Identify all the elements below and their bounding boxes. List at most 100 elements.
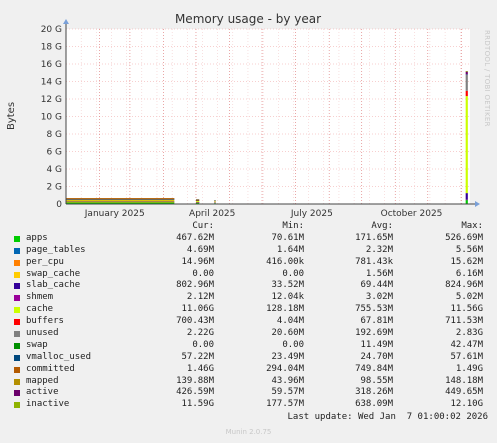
legend-min-value: 0.00 — [282, 339, 304, 350]
y-axis-label: Bytes — [6, 102, 17, 130]
legend-cur-value: 802.96M — [176, 280, 214, 291]
y-tick-label: 12 G — [41, 95, 62, 105]
y-axis-arrow — [63, 19, 69, 24]
legend-swatch — [14, 402, 20, 409]
legend-cur-value: 1.46G — [186, 363, 214, 374]
y-tick-label: 6 G — [46, 148, 62, 158]
y-tick-label: 14 G — [41, 78, 62, 88]
legend-cur-value: 0.00 — [192, 268, 214, 279]
legend-series-name: buffers — [26, 316, 64, 327]
y-tick-label: 20 G — [41, 25, 62, 35]
area-apps — [195, 202, 200, 204]
legend-cur-value: 467.62M — [176, 232, 214, 243]
legend-swatch — [14, 271, 20, 278]
legend-min-value: 12.04k — [271, 292, 304, 303]
legend-series-name: swap — [26, 339, 48, 350]
legend-max-value: 1.49G — [455, 363, 483, 374]
legend-swatch — [14, 342, 20, 349]
legend-max-value: 824.96M — [445, 280, 483, 291]
legend-series-name: cache — [26, 304, 54, 315]
legend-cur-value: 4.69M — [186, 244, 214, 255]
y-ticks: 0 2 G 4 G 6 G 8 G 10 G 12 G 14 G 16 G 18 G 20 G — [41, 25, 63, 210]
legend-swatch — [14, 354, 20, 361]
area-cache — [214, 201, 216, 203]
legend-avg-value: 11.49M — [360, 339, 393, 350]
memory-chart: Memory usage - by year Bytes RRDTOOL / T… — [0, 0, 497, 221]
legend-swatch — [14, 295, 20, 302]
legend-row-buffers: buffers 700.43M 4.04M 67.81M 711.53M — [12, 316, 488, 328]
legend-cur-value: 426.59M — [176, 387, 214, 398]
legend-avg-value: 24.70M — [360, 351, 393, 362]
legend-max-value: 5.02M — [455, 292, 483, 303]
legend-cur-value: 2.22G — [186, 328, 214, 339]
legend-swatch — [14, 235, 20, 242]
rrdtool-credit: RRDTOOL / TOBI OETIKER — [483, 30, 491, 127]
legend-min-value: 1.64M — [276, 244, 304, 255]
legend-avg-value: 1.56M — [365, 268, 393, 279]
legend-row-vmalloc_used: vmalloc_used 57.22M 23.49M 24.70M 57.61M — [12, 352, 488, 364]
legend-min-value: 43.96M — [271, 375, 304, 386]
legend-row-swap: swap 0.00 0.00 11.49M 42.47M — [12, 340, 488, 352]
legend-series-name: mapped — [26, 375, 59, 386]
legend-row-page_tables: page_tables 4.69M 1.64M 2.32M 5.56M — [12, 245, 488, 257]
avg-header: Avg: — [371, 221, 393, 231]
y-tick-label: 8 G — [46, 130, 62, 140]
data-areas — [66, 71, 468, 204]
legend-max-value: 12.10G — [450, 399, 483, 410]
x-tick-label: October 2025 — [381, 209, 443, 219]
legend-row-mapped: mapped 139.88M 43.96M 98.55M 148.18M — [12, 376, 488, 388]
legend-series-name: slab_cache — [26, 280, 81, 291]
x-axis-arrow — [475, 201, 480, 207]
legend-row-per_cpu: per_cpu 14.96M 416.00k 781.43k 15.62M — [12, 257, 488, 269]
legend-max-value: 526.69M — [445, 232, 483, 243]
legend-min-value: 23.49M — [271, 351, 304, 362]
legend-cur-value: 57.22M — [181, 351, 214, 362]
legend-series-name: per_cpu — [26, 256, 64, 267]
max-header: Max: — [461, 221, 483, 231]
legend-max-value: 57.61M — [450, 351, 483, 362]
legend-swatch — [14, 390, 20, 397]
area-cache — [465, 96, 468, 194]
legend-min-value: 70.61M — [271, 232, 304, 243]
area-vmalloc_used — [465, 74, 468, 75]
area-slab_cache — [465, 193, 468, 200]
legend-row-swap_cache: swap_cache 0.00 0.00 1.56M 6.16M — [12, 269, 488, 281]
legend-max-value: 15.62M — [450, 256, 483, 267]
legend-avg-value: 69.44M — [360, 280, 393, 291]
legend-min-value: 416.00k — [266, 256, 304, 267]
legend-min-value: 33.52M — [271, 280, 304, 291]
legend-series-name: swap_cache — [26, 268, 81, 279]
legend-min-value: 4.04M — [276, 316, 304, 327]
legend-min-value: 20.60M — [271, 328, 304, 339]
legend-avg-value: 638.09M — [355, 399, 393, 410]
y-tick-label: 18 G — [41, 43, 62, 53]
min-header: Min: — [282, 221, 304, 231]
legend-avg-value: 3.02M — [365, 292, 393, 303]
area-active — [465, 71, 468, 75]
legend-swatch — [14, 307, 20, 314]
legend-row-active: active 426.59M 59.57M 318.26M 449.65M — [12, 387, 488, 399]
legend-avg-value: 171.65M — [355, 232, 393, 243]
legend-max-value: 5.56M — [455, 244, 483, 255]
y-tick-label: 0 — [56, 200, 62, 210]
legend-row-committed: committed 1.46G 294.04M 749.84M 1.49G — [12, 364, 488, 376]
legend-avg-value: 98.55M — [360, 375, 393, 386]
legend-row-unused: unused 2.22G 20.60M 192.69M 2.83G — [12, 328, 488, 340]
cur-header: Cur: — [192, 221, 214, 231]
legend-swatch — [14, 378, 20, 385]
legend-series-name: vmalloc_used — [26, 351, 92, 362]
legend-rows: apps 467.62M 70.61M 171.65M 526.69M page_tabl… — [12, 233, 488, 411]
legend-row-slab_cache: slab_cache 802.96M 33.52M 69.44M 824.96M — [12, 280, 488, 292]
legend-cur-value: 0.00 — [192, 339, 214, 350]
legend-series-name: active — [26, 387, 59, 398]
area-apps — [214, 202, 216, 204]
area-unused — [465, 74, 468, 91]
legend-swatch — [14, 366, 20, 373]
last-update: Last update: Wed Jan 7 01:00:02 2026 — [287, 412, 488, 422]
legend-swatch — [14, 319, 20, 326]
legend-avg-value: 781.43k — [355, 256, 393, 267]
legend-row-cache: cache 11.06G 128.18M 755.53M 11.56G — [12, 304, 488, 316]
legend-cur-value: 11.59G — [181, 399, 214, 410]
legend-min-value: 177.57M — [266, 399, 304, 410]
chart-title: Memory usage - by year — [175, 12, 321, 26]
